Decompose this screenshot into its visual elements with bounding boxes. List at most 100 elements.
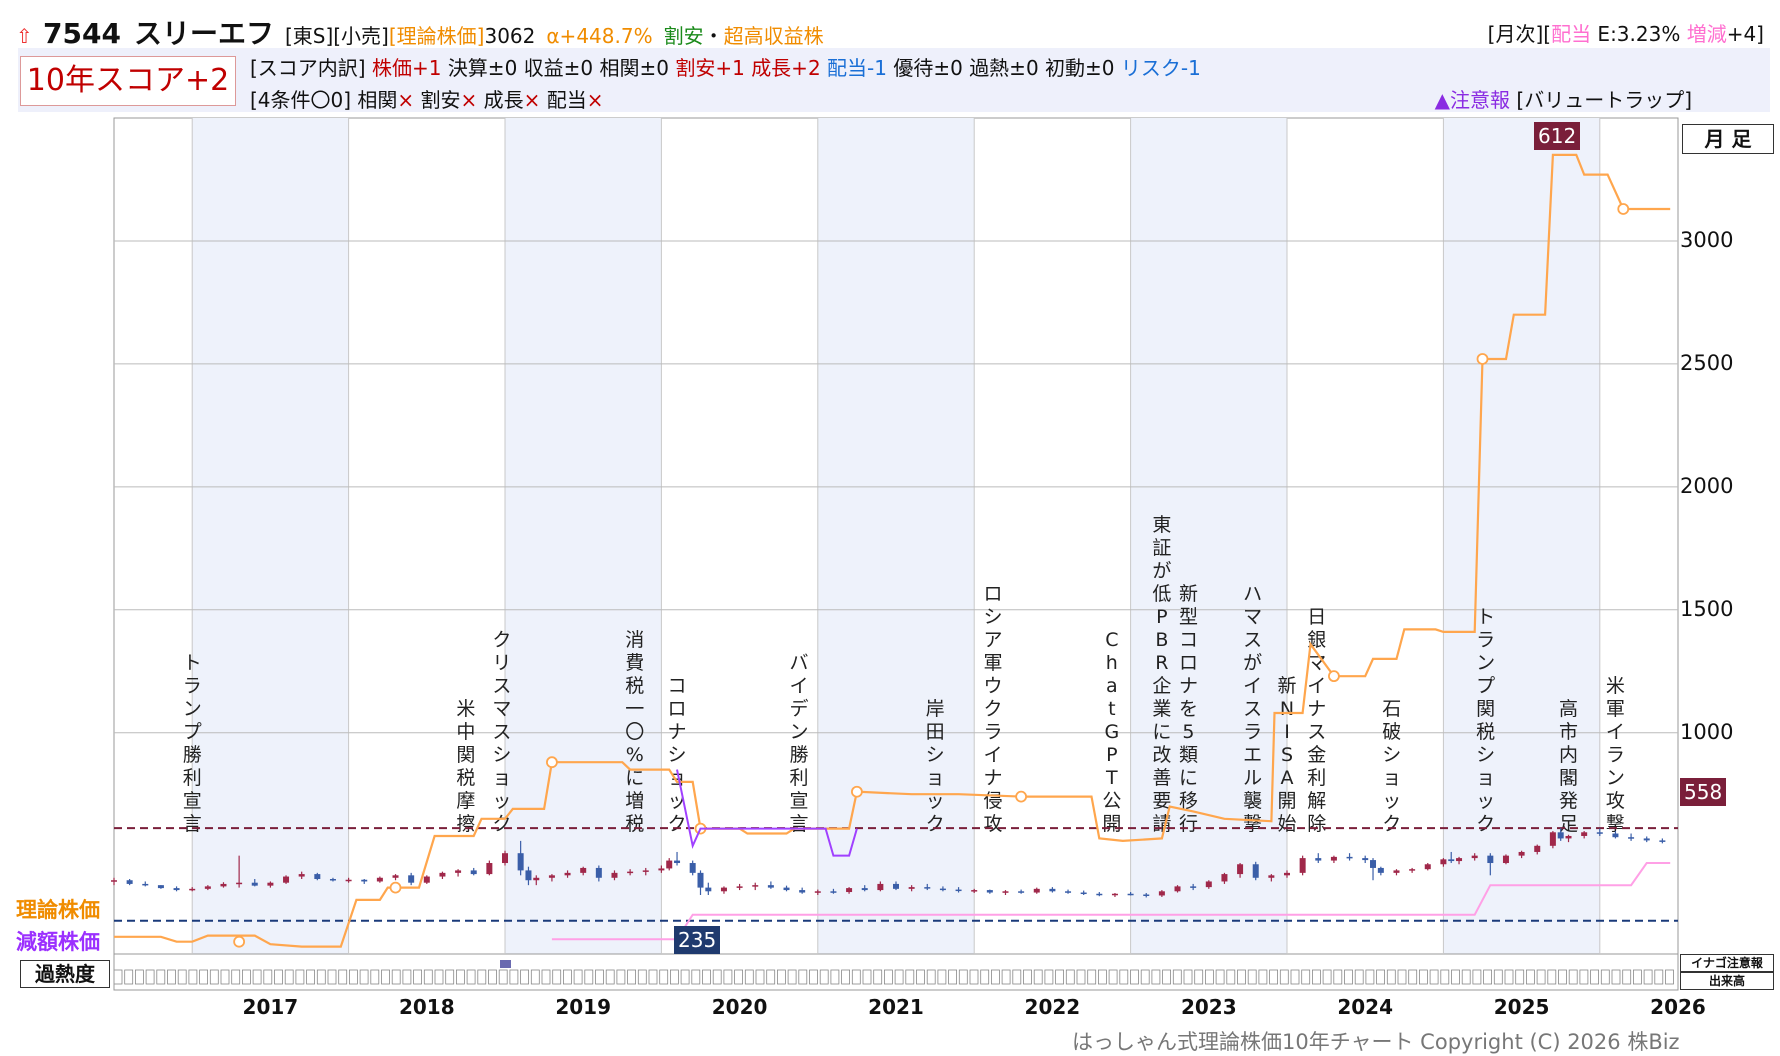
tag-cheap: 割安: [663, 24, 704, 48]
overheat-cell: [1183, 969, 1193, 985]
candle-body: [298, 874, 305, 877]
candle-body: [1190, 886, 1197, 888]
candle-body: [611, 872, 618, 878]
overheat-cell: [209, 969, 219, 985]
overheat-cell: [937, 969, 947, 985]
overheat-cell: [1279, 969, 1289, 985]
overheat-cell: [637, 969, 647, 985]
overheat-cell: [702, 969, 711, 985]
overheat-cell: [391, 969, 401, 985]
candle-body: [517, 853, 524, 871]
overheat-cell: [1033, 969, 1043, 985]
overheat-cell: [712, 969, 722, 985]
candle-body: [408, 875, 415, 883]
candle-body: [783, 887, 790, 891]
score-item: 株価+1: [371, 56, 448, 80]
candle-body: [799, 890, 806, 893]
score-item: 初動±0: [1045, 56, 1121, 80]
score-item: 成長+2: [751, 56, 828, 80]
dividend-label: 配当: [1551, 22, 1592, 46]
candle-body: [392, 875, 399, 878]
candle-body: [111, 880, 117, 882]
overheat-cell: [1579, 969, 1589, 985]
overheat-cell: [1194, 969, 1204, 985]
series-marker: [1617, 203, 1630, 215]
overheat-cell: [381, 969, 390, 985]
candle-body: [1299, 858, 1306, 873]
overheat-cell: [1633, 969, 1642, 985]
candle-body: [1252, 864, 1259, 878]
year-band: [192, 118, 349, 954]
tag-dot: ・: [703, 24, 724, 48]
overheat-cell: [1386, 969, 1396, 985]
event-label: トランプ勝利宣言: [183, 652, 202, 835]
overheat-cell: [1493, 969, 1503, 985]
candle-body: [1370, 860, 1377, 868]
y-tick-label: 3000: [1680, 227, 1734, 252]
overheat-cell: [1429, 969, 1439, 985]
overheat-cell: [338, 969, 348, 985]
year-band: [817, 118, 975, 954]
y-tick-label: 2500: [1680, 350, 1734, 375]
overheat-cell: [1322, 969, 1332, 985]
candle-body: [674, 860, 681, 864]
overheat-cell: [1258, 969, 1268, 985]
candle-body: [1424, 864, 1431, 870]
candle-body: [1237, 864, 1244, 875]
candle-body: [189, 888, 196, 891]
overheat-frame: [113, 953, 1679, 991]
candle-body: [1065, 891, 1072, 893]
overheat-cell: [1065, 969, 1075, 985]
overheat-cell: [145, 969, 155, 985]
overheat-cell: [124, 969, 134, 985]
overheat-cell: [1119, 969, 1129, 985]
event-label: 新 N I S A 開始: [1277, 675, 1296, 835]
event-label: ロシア軍ウクライナ侵攻: [983, 583, 1002, 835]
overheat-cell: [830, 969, 840, 985]
overheat-cell: [1108, 969, 1118, 985]
overheat-cell: [1461, 969, 1471, 985]
overheat-cell: [316, 969, 326, 985]
reduced-price-legend: 減額株価: [16, 930, 100, 954]
overheat-cell: [306, 969, 316, 985]
candle-body: [955, 889, 962, 892]
monthly-button[interactable]: 月 足: [1682, 124, 1774, 154]
event-label: 米中関税摩擦: [456, 698, 475, 835]
overheat-cell: [1536, 969, 1546, 985]
overheat-cell: [477, 969, 487, 985]
score-items: 株価+1 決算±0 収益±0 相関±0 割安+1 成長+2 配当-1 優待±0 …: [372, 56, 1201, 80]
candle-body: [1565, 835, 1572, 839]
overheat-cell: [627, 969, 636, 985]
candle-body: [455, 870, 462, 873]
event-label: バイデン勝利宣言: [790, 652, 809, 835]
overheat-cell: [734, 969, 743, 985]
stock-code: 7544: [43, 17, 121, 50]
overheat-cell: [1504, 969, 1514, 985]
series-marker: [851, 785, 863, 798]
series-marker: [1476, 353, 1489, 365]
overheat-cell: [1290, 969, 1300, 985]
overheat-cell: [1515, 969, 1525, 985]
event-label: 東証が低 P B R 企業に改善要請: [1152, 514, 1171, 835]
candle-body: [1096, 893, 1103, 896]
candle-body: [1315, 858, 1322, 861]
candle-body: [220, 883, 227, 887]
overheat-cell: [1419, 969, 1428, 985]
candle-body: [283, 876, 290, 883]
candle-body: [658, 868, 665, 871]
overheat-cell: [1483, 969, 1492, 985]
candle-body: [1377, 867, 1384, 873]
year-band: [505, 118, 662, 954]
overheat-cell: [851, 969, 861, 985]
event-label: 岸田ショック: [926, 698, 945, 835]
warning-note: [バリュートラップ]: [1516, 88, 1692, 112]
candle-body: [767, 885, 774, 888]
candle-body: [1518, 851, 1525, 856]
overheat-cell: [1558, 969, 1567, 985]
event-label: コロナショック: [668, 675, 687, 835]
overheat-cell: [455, 969, 465, 985]
max-value-tag: 612: [1534, 122, 1581, 150]
warning-label: ▲注意報: [1434, 88, 1511, 112]
overheat-cell: [1408, 969, 1418, 985]
overheat-cell: [177, 969, 187, 985]
